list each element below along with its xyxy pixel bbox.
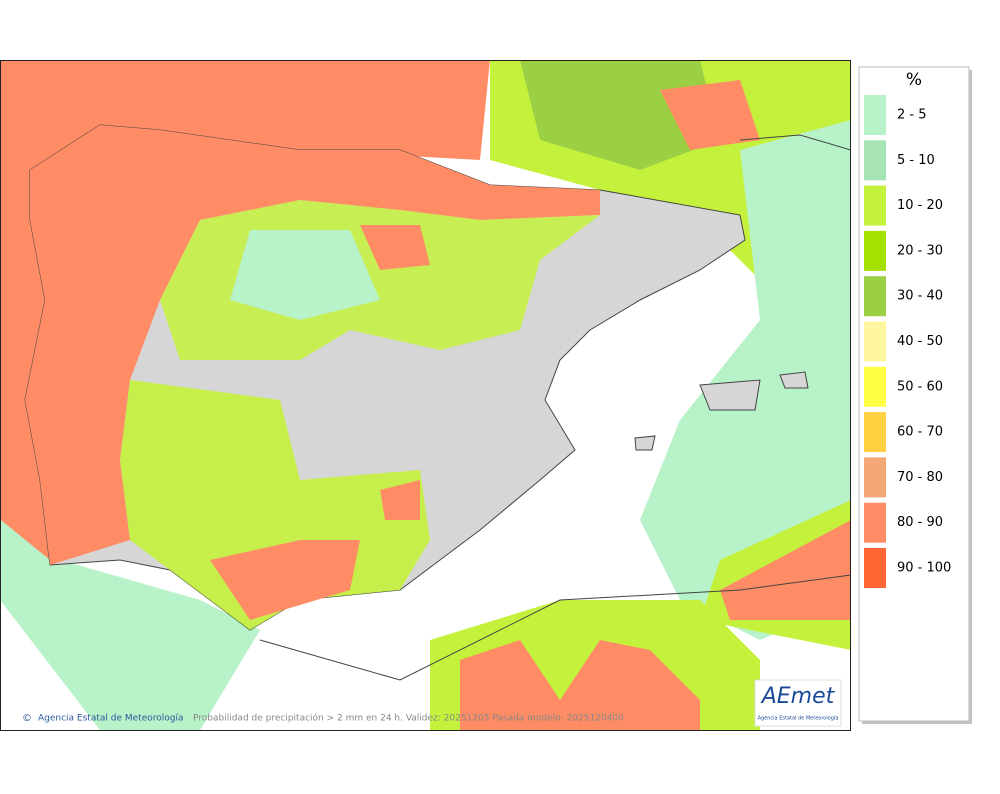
- legend-label: 30 - 40: [897, 289, 943, 304]
- legend-title: %: [906, 70, 922, 90]
- logo-brand: AEmet: [760, 684, 836, 709]
- island: [634, 435, 656, 451]
- field: [640, 120, 851, 640]
- legend-label: 2 - 5: [897, 108, 927, 123]
- legend-label: 80 - 90: [897, 515, 943, 530]
- legend-swatch: [864, 412, 886, 453]
- legend-label: 10 - 20: [897, 198, 943, 213]
- legend-items: 2 - 5 5 - 10 10 - 20 20 - 30 30 - 40 40 - 50 5…: [864, 95, 951, 588]
- legend-label: 90 - 100: [897, 561, 951, 576]
- legend-swatch: [864, 457, 886, 498]
- legend-swatch: [864, 276, 886, 317]
- field: [1, 402, 260, 730]
- legend-label: 20 - 30: [897, 243, 943, 258]
- field: [520, 60, 720, 170]
- legend-swatch: [864, 230, 886, 271]
- field: [1, 60, 490, 560]
- island: [779, 371, 809, 389]
- legend-label: 70 - 80: [897, 470, 943, 485]
- coast: [739, 134, 851, 151]
- legend-swatch: [864, 185, 886, 226]
- credit: Agencia Estatal de Meteorología: [38, 714, 184, 724]
- copyright-symbol: ©: [22, 713, 32, 724]
- legend-swatch: [864, 321, 886, 362]
- legend-label: 5 - 10: [897, 153, 935, 168]
- legend-swatch: [864, 548, 886, 588]
- legend-label: 60 - 70: [897, 425, 943, 440]
- field: [360, 225, 430, 270]
- field: [230, 230, 380, 320]
- legend-swatch: [864, 502, 886, 543]
- caption: Probabilidad de precipitación > 2 mm en …: [193, 713, 624, 724]
- legend-label: 50 - 60: [897, 379, 943, 394]
- field: [720, 520, 851, 620]
- field: [460, 640, 700, 730]
- map-frame: [0, 60, 851, 731]
- map: [1, 60, 851, 730]
- legend-swatch: [864, 140, 886, 181]
- legend-label: 40 - 50: [897, 334, 943, 349]
- island: [699, 379, 761, 411]
- coast: [259, 574, 851, 681]
- legend-swatch: [864, 366, 886, 407]
- legend-swatch: [864, 95, 886, 135]
- field: [380, 480, 420, 520]
- logo-box: [754, 679, 842, 727]
- field: [210, 540, 360, 620]
- logo-subtitle: Agencia Estatal de Meteorología: [758, 715, 839, 722]
- field: [25, 125, 600, 565]
- field: [660, 80, 760, 150]
